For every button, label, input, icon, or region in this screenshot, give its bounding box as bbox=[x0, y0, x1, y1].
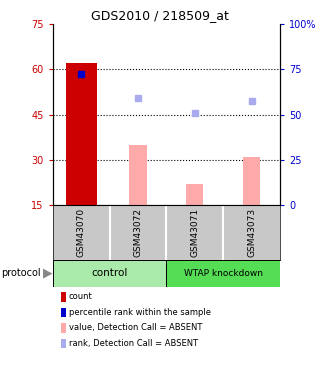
Text: GSM43070: GSM43070 bbox=[77, 208, 86, 257]
Text: WTAP knockdown: WTAP knockdown bbox=[184, 268, 263, 278]
Text: rank, Detection Call = ABSENT: rank, Detection Call = ABSENT bbox=[69, 339, 198, 348]
Bar bbox=[166, 260, 280, 287]
Text: ▶: ▶ bbox=[43, 267, 53, 280]
Text: GSM43072: GSM43072 bbox=[133, 208, 142, 257]
Bar bbox=[186, 184, 204, 205]
Text: protocol: protocol bbox=[2, 268, 41, 278]
Bar bbox=[66, 63, 97, 205]
Text: GSM43071: GSM43071 bbox=[190, 208, 199, 257]
Bar bbox=[243, 157, 260, 205]
Bar bbox=[61, 308, 66, 317]
Text: GDS2010 / 218509_at: GDS2010 / 218509_at bbox=[91, 9, 229, 22]
Text: count: count bbox=[69, 292, 93, 302]
Text: GSM43073: GSM43073 bbox=[247, 208, 256, 257]
Bar bbox=[61, 323, 66, 333]
Bar bbox=[61, 292, 66, 302]
Text: value, Detection Call = ABSENT: value, Detection Call = ABSENT bbox=[69, 324, 202, 333]
Text: control: control bbox=[92, 268, 128, 278]
Bar bbox=[61, 339, 66, 348]
Bar bbox=[129, 145, 147, 205]
Text: percentile rank within the sample: percentile rank within the sample bbox=[69, 308, 211, 317]
Bar bbox=[53, 260, 166, 287]
